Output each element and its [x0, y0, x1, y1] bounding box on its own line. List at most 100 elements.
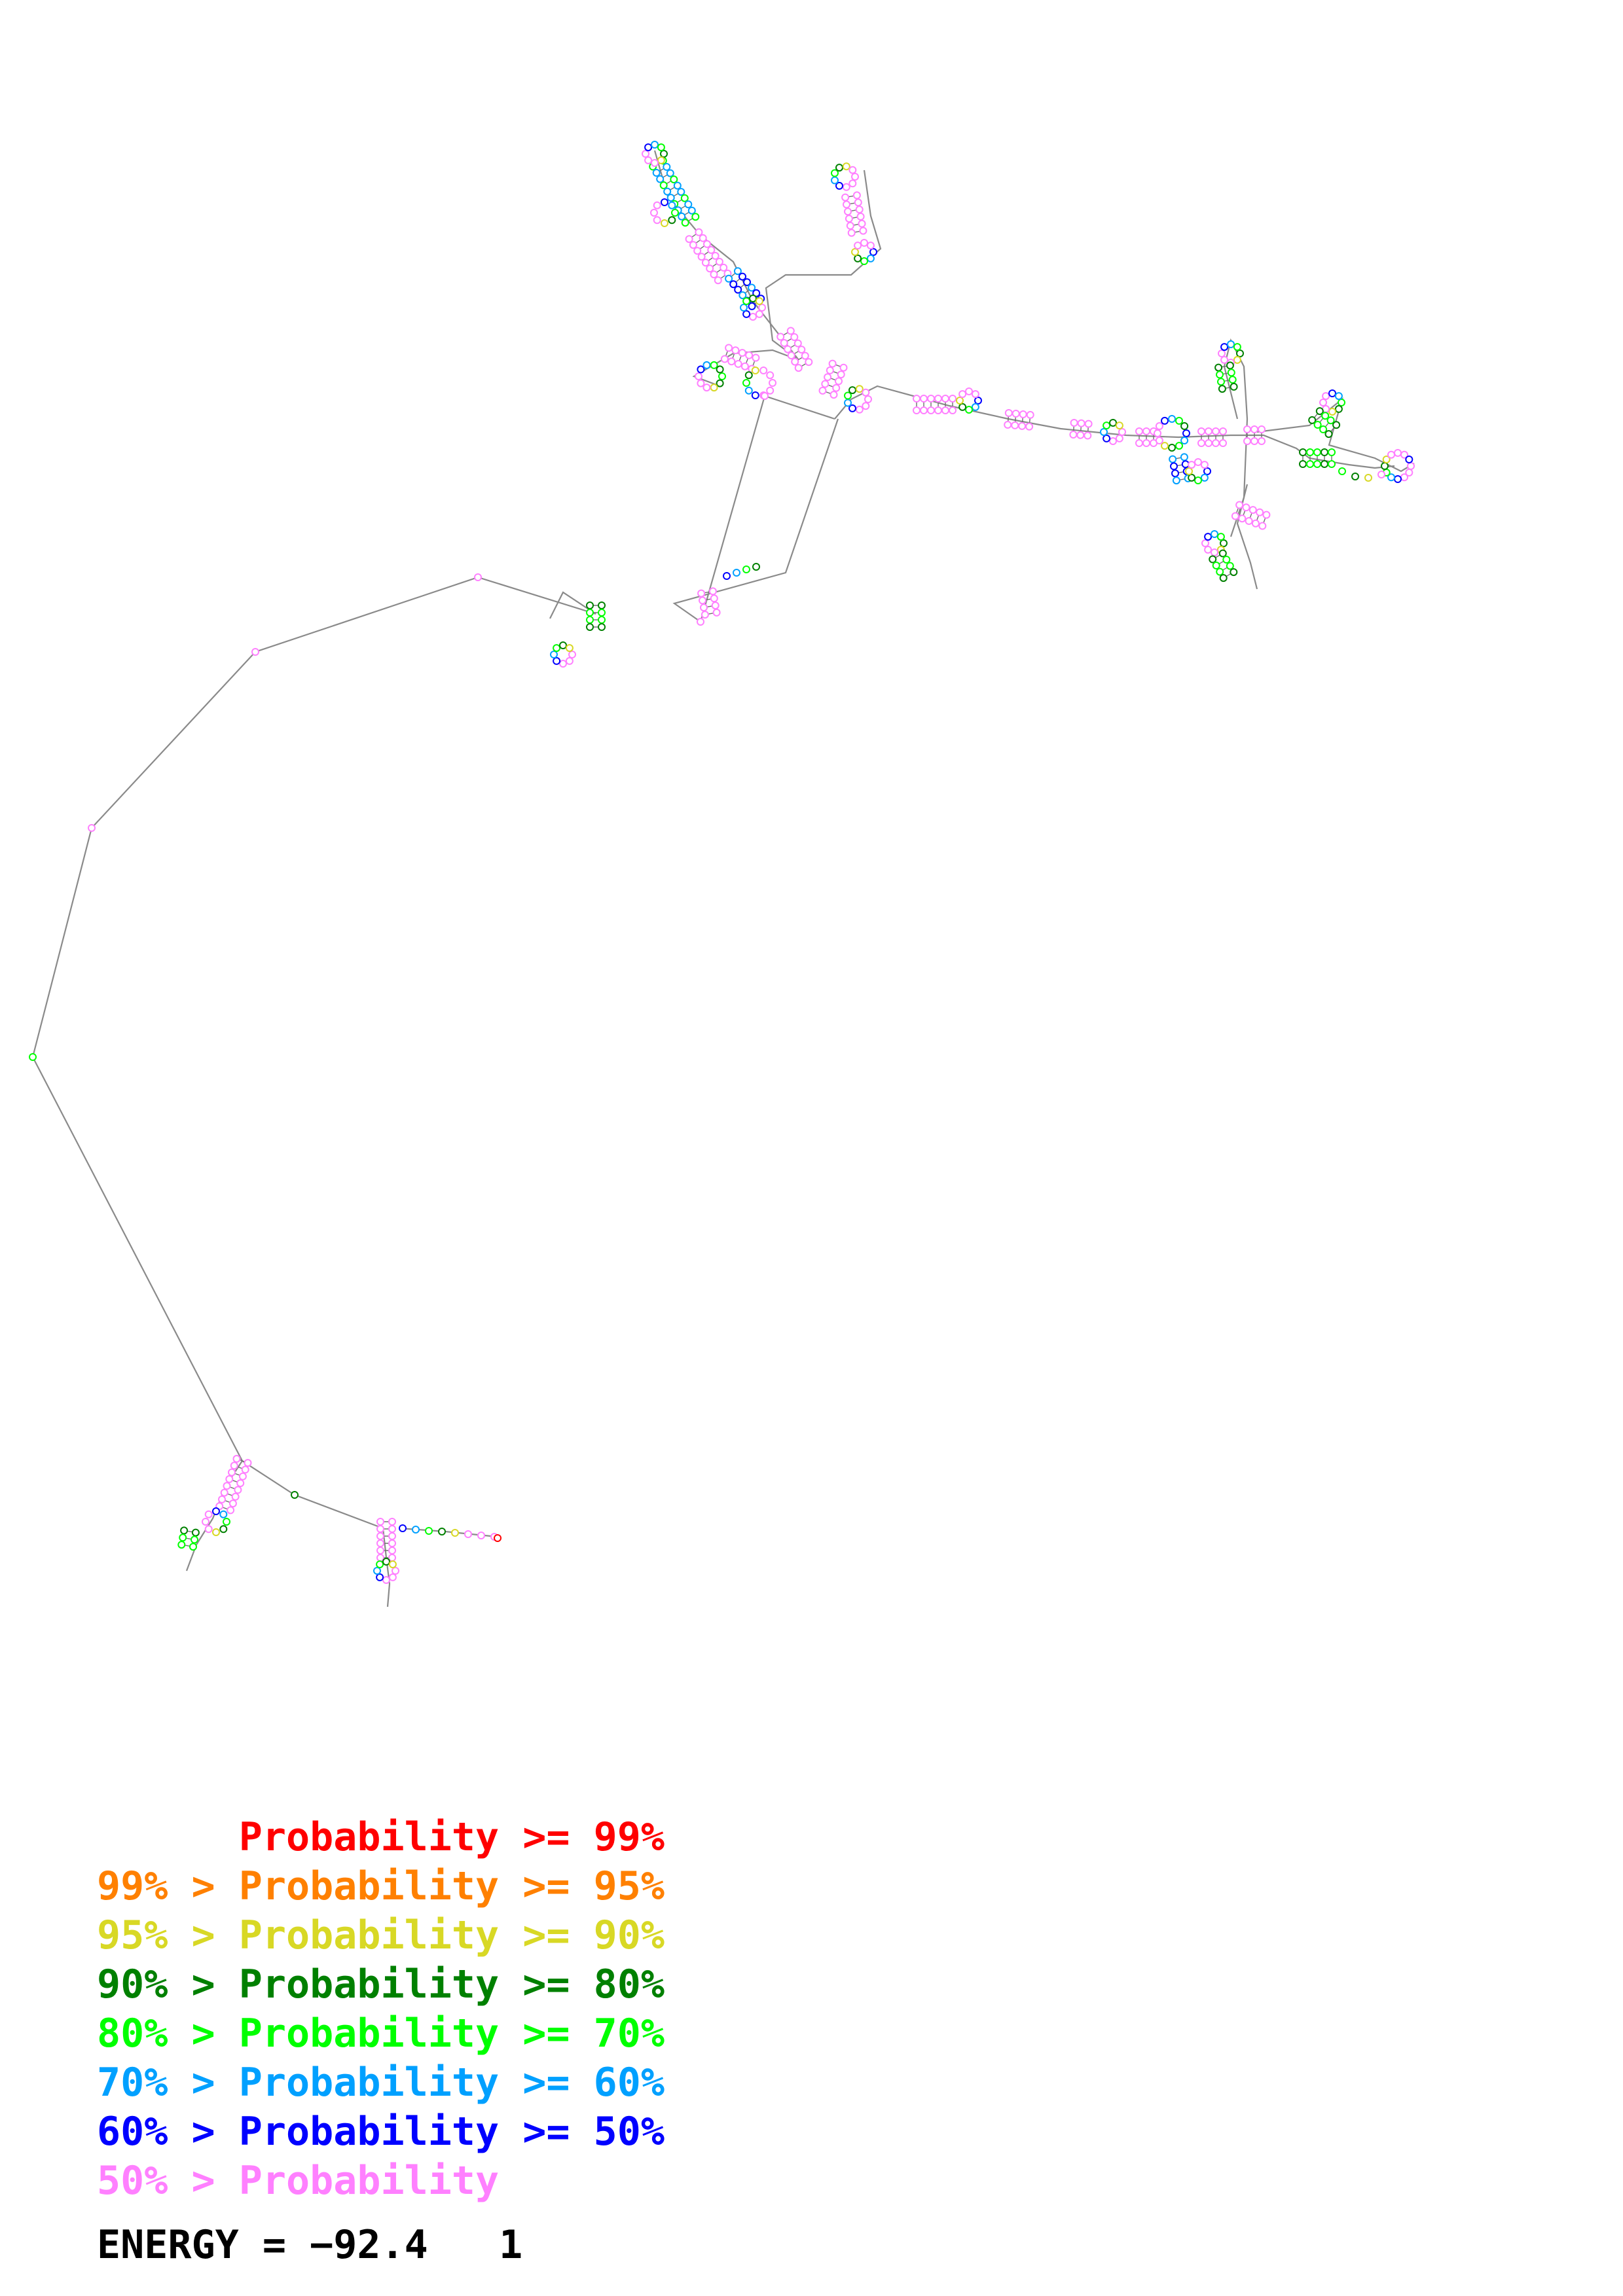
paired-nucleotide: [711, 251, 720, 260]
loop-nucleotide: [1220, 343, 1229, 351]
paired-nucleotide: [677, 188, 685, 196]
loop-nucleotide: [1381, 462, 1389, 470]
paired-nucleotide: [1084, 420, 1093, 428]
paired-nucleotide: [1219, 427, 1227, 435]
loop-nucleotide: [751, 367, 759, 374]
backbone-upper-left: [549, 591, 596, 619]
loop-nucleotide: [702, 361, 711, 369]
loop-nucleotide: [661, 198, 668, 206]
loop-nucleotide: [971, 390, 979, 399]
unpaired-nucleotide: [425, 1527, 433, 1535]
paired-nucleotide: [1018, 422, 1027, 430]
legend-line-p80: 90% > Probability >= 80%: [97, 1962, 665, 2007]
paired-nucleotide: [731, 346, 740, 355]
paired-nucleotide: [218, 1495, 226, 1503]
loop-nucleotide: [1155, 422, 1163, 430]
loop-nucleotide: [695, 372, 702, 380]
unpaired-nucleotide: [1338, 467, 1346, 475]
paired-nucleotide: [1135, 439, 1143, 447]
paired-nucleotide: [241, 1465, 249, 1474]
paired-nucleotide: [739, 291, 747, 300]
loop-nucleotide: [958, 403, 967, 411]
backbone-lower-mid-helix: [382, 1528, 391, 1607]
paired-nucleotide: [1324, 430, 1333, 439]
paired-nucleotide: [598, 623, 606, 631]
paired-nucleotide: [232, 1454, 241, 1463]
paired-nucleotide: [786, 327, 795, 335]
paired-nucleotide: [699, 234, 707, 242]
paired-nucleotide: [227, 1506, 235, 1515]
loop-nucleotide: [388, 1573, 397, 1581]
paired-nucleotide: [701, 259, 710, 267]
paired-nucleotide: [1218, 385, 1226, 393]
unpaired-nucleotide: [477, 1532, 485, 1539]
paired-nucleotide: [180, 1526, 189, 1535]
paired-nucleotide: [841, 193, 850, 202]
loop-nucleotide: [1180, 437, 1189, 444]
paired-nucleotide: [1315, 407, 1324, 416]
paired-nucleotide: [191, 1528, 200, 1537]
paired-nucleotide: [699, 596, 706, 605]
paired-nucleotide: [1197, 427, 1205, 435]
loop-nucleotide: [956, 397, 964, 404]
paired-nucleotide: [1212, 439, 1220, 447]
loop-nucleotide: [1400, 450, 1408, 459]
legend-line-p95: 99% > Probability >= 95%: [97, 1863, 665, 1909]
paired-nucleotide: [1209, 555, 1217, 564]
paired-nucleotide: [837, 370, 845, 379]
paired-nucleotide: [725, 274, 733, 283]
legend-line-plow: 50% > Probability: [97, 2158, 500, 2204]
loop-nucleotide: [751, 391, 759, 399]
loop-nucleotide: [204, 1525, 213, 1534]
paired-nucleotide: [734, 360, 742, 368]
paired-nucleotide: [824, 373, 832, 382]
paired-nucleotide: [1077, 419, 1085, 427]
paired-nucleotide: [1238, 514, 1247, 523]
paired-nucleotide: [1245, 517, 1253, 525]
loop-nucleotide: [831, 169, 839, 177]
loop-nucleotide: [1216, 533, 1225, 541]
unpaired-nucleotide: [1351, 473, 1359, 480]
paired-nucleotide: [598, 601, 606, 609]
loop-nucleotide: [1103, 422, 1111, 430]
loop-nucleotide: [1322, 392, 1330, 401]
loop-nucleotide: [1109, 419, 1117, 427]
loop-nucleotide: [668, 216, 676, 224]
unpaired-nucleotide: [412, 1526, 420, 1534]
paired-nucleotide: [920, 395, 928, 403]
loop-nucleotide: [1233, 355, 1241, 364]
paired-nucleotide: [1170, 462, 1178, 471]
loop-nucleotide: [376, 1573, 384, 1581]
paired-nucleotide: [1258, 437, 1266, 445]
loop-nucleotide: [1227, 340, 1235, 348]
paired-nucleotide: [684, 200, 693, 209]
loop-nucleotide: [1175, 416, 1183, 425]
paired-nucleotide: [1019, 410, 1027, 418]
loop-nucleotide: [862, 402, 870, 410]
paired-nucleotide: [388, 1518, 396, 1526]
loop-nucleotide: [1319, 399, 1327, 406]
loop-nucleotide: [855, 385, 864, 393]
unpaired-nucleotide: [464, 1530, 472, 1538]
paired-nucleotide: [1227, 368, 1235, 377]
unpaired-nucleotide: [438, 1528, 446, 1535]
rna-secondary-structure: [29, 141, 1415, 1607]
unpaired-nucleotide: [1364, 474, 1372, 482]
loop-nucleotide: [842, 162, 850, 171]
paired-nucleotide: [1326, 416, 1335, 425]
paired-nucleotide: [388, 1532, 396, 1540]
paired-nucleotide: [1328, 448, 1336, 456]
loop-nucleotide: [1182, 429, 1190, 437]
paired-nucleotide: [1226, 562, 1234, 570]
paired-nucleotide: [1258, 425, 1266, 433]
unpaired-nucleotide: [88, 824, 96, 832]
paired-nucleotide: [828, 359, 837, 368]
paired-nucleotide: [1004, 421, 1012, 429]
paired-nucleotide: [695, 228, 703, 236]
paired-nucleotide: [703, 240, 711, 248]
paired-nucleotide: [388, 1525, 396, 1533]
paired-nucleotide: [835, 377, 843, 386]
loop-nucleotide: [1203, 467, 1211, 475]
paired-nucleotide: [1250, 437, 1258, 445]
loop-nucleotide: [204, 1510, 213, 1518]
